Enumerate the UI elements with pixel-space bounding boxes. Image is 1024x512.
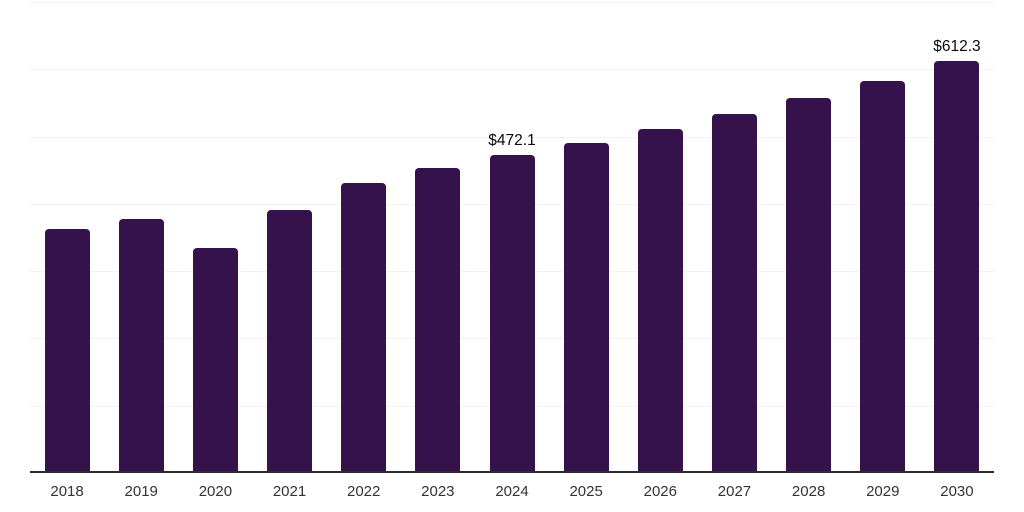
bar-2024 (489, 155, 535, 473)
x-tick-label-2020: 2020 (198, 483, 233, 500)
x-axis-labels: 2018 2019 2020 2021 2022 2023 2024 2025 2026 2027… (30, 482, 994, 504)
bar-2020 (192, 248, 238, 473)
x-axis-line (30, 471, 994, 473)
bar-2030 (934, 61, 980, 473)
bar-2028 (786, 98, 832, 473)
gridline (30, 2, 994, 3)
x-tick-label-2019: 2019 (124, 483, 158, 500)
x-tick-label-2024: 2024 (495, 483, 529, 500)
bar-2025 (563, 143, 609, 473)
x-tick-label-2022: 2022 (347, 483, 381, 500)
bar-2018 (44, 228, 90, 473)
x-tick-label-2023: 2023 (421, 483, 455, 500)
x-tick-label-2026: 2026 (643, 483, 677, 500)
x-tick-label-2029: 2029 (866, 483, 900, 500)
bar-2027 (711, 113, 757, 473)
gridline (30, 69, 994, 71)
bar-2022 (341, 183, 387, 473)
x-tick-label-2027: 2027 (717, 483, 752, 500)
x-tick-label-2018: 2018 (50, 483, 84, 500)
bar-2019 (118, 219, 164, 473)
gridline (30, 136, 994, 138)
plot-area: $472.1 $612.3 (30, 0, 994, 473)
x-tick-label-2021: 2021 (272, 483, 307, 500)
x-tick-label-2030: 2030 (940, 483, 974, 500)
x-tick-label-2025: 2025 (569, 483, 603, 500)
bar-value-label-2024: $472.1 (488, 132, 536, 150)
bar-2021 (267, 209, 313, 473)
x-tick-label-2028: 2028 (791, 483, 826, 500)
bar-2026 (637, 128, 683, 473)
bar-2029 (860, 80, 906, 473)
bar-value-label-2030: $612.3 (933, 38, 981, 56)
bar-2023 (415, 168, 461, 473)
